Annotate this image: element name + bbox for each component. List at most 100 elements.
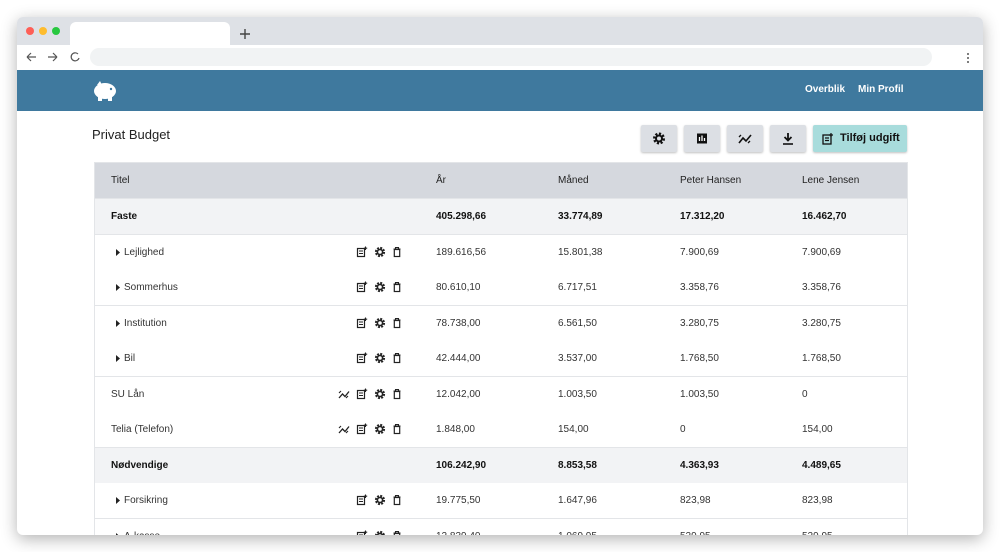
row-action[interactable]	[356, 388, 368, 400]
expand-caret[interactable]	[116, 532, 121, 536]
amount: 1.003,50	[680, 388, 719, 400]
column-header: Titel	[111, 175, 130, 186]
download-button[interactable]	[770, 125, 806, 152]
trend-button[interactable]	[727, 125, 763, 152]
row-action[interactable]	[391, 317, 403, 329]
nav-buttons[interactable]	[25, 51, 85, 63]
row-action[interactable]	[391, 246, 403, 258]
amount: 19.775,50	[436, 495, 481, 506]
amount: 3.280,75	[680, 317, 719, 329]
item-row: SU Lån 12.042,00 1.003,50 1.003,50 0	[95, 376, 907, 413]
amount: 6.717,51	[558, 282, 597, 293]
new-tab[interactable]	[239, 28, 251, 40]
tab[interactable]	[70, 22, 230, 45]
item-row: Institution 78.738,00 6.561,50 3.280,75 3.28…	[95, 305, 907, 342]
logo[interactable]	[91, 78, 119, 102]
page-title: Privat Budget	[92, 127, 171, 142]
amount: 1.003,50	[558, 388, 597, 400]
group-row: Nødvendige 106.242,90 8.853,58 4.363,93 4.48…	[95, 447, 907, 484]
amount: 3.280,75	[802, 317, 841, 329]
expand-caret[interactable]	[116, 355, 121, 362]
amount: 3.358,76	[802, 282, 841, 293]
row-action[interactable]	[391, 281, 403, 293]
amount: 823,98	[802, 495, 833, 506]
item-row: Forsikring 19.775,50 1.647,96 823,98 823,98	[95, 483, 907, 519]
amount: 16.462,70	[802, 211, 847, 222]
amount: 12.042,00	[436, 388, 481, 400]
column-header: Måned	[558, 175, 589, 186]
amount: 7.900,69	[802, 246, 841, 258]
row-action[interactable]	[356, 246, 368, 258]
row-title: Forsikring	[124, 495, 168, 506]
amount: 1.768,50	[802, 353, 841, 364]
row-action[interactable]	[391, 388, 403, 400]
row-action[interactable]	[374, 423, 386, 435]
amount: 15.801,38	[558, 246, 603, 258]
amount: 3.537,00	[558, 353, 597, 364]
group-row: Faste 405.298,66 33.774,89 17.312,20 16.462,…	[95, 199, 907, 235]
amount: 529,95	[680, 531, 711, 536]
row-action[interactable]	[374, 281, 386, 293]
add-expense-button[interactable]: Tilføj udgift	[813, 125, 907, 152]
budget-table: Titel År Måned Peter Hansen Lene Jensen Faste…	[94, 162, 908, 535]
expand-caret[interactable]	[116, 248, 121, 256]
amount: 4.489,65	[802, 459, 841, 471]
amount: 154,00	[558, 424, 589, 435]
amount: 12.839,40	[436, 531, 481, 536]
column-header: Peter Hansen	[680, 175, 742, 186]
row-title: Telia (Telefon)	[111, 424, 174, 435]
row-title: A-kasse	[124, 531, 160, 536]
zoom-dot[interactable]	[52, 27, 60, 35]
expand-caret[interactable]	[116, 284, 121, 291]
amount: 0	[680, 424, 686, 435]
chart-button[interactable]	[684, 125, 720, 152]
row-action[interactable]	[338, 388, 350, 400]
expand-caret[interactable]	[116, 319, 121, 327]
amount: 3.358,76	[680, 282, 719, 293]
address-bar[interactable]	[90, 48, 932, 66]
row-action[interactable]	[391, 494, 403, 506]
row-action[interactable]	[356, 494, 368, 506]
row-title: Bil	[124, 353, 136, 364]
row-action[interactable]	[391, 352, 403, 364]
row-action[interactable]	[356, 352, 368, 364]
amount: 8.853,58	[558, 459, 597, 471]
item-row: A-kasse 12.839,40 1.069,95 529,95 529,95	[95, 518, 907, 536]
row-action[interactable]	[374, 317, 386, 329]
row-action[interactable]	[356, 317, 368, 329]
amount: 42.444,00	[436, 353, 481, 364]
row-action[interactable]	[391, 423, 403, 435]
row-action[interactable]	[374, 494, 386, 506]
amount: 1.768,50	[680, 353, 719, 364]
row-action[interactable]	[374, 530, 386, 536]
amount: 6.561,50	[558, 317, 597, 329]
row-title: Nødvendige	[111, 459, 169, 471]
row-action[interactable]	[356, 530, 368, 536]
row-action[interactable]	[374, 352, 386, 364]
row-action[interactable]	[391, 530, 403, 536]
amount: 106.242,90	[436, 459, 487, 471]
amount: 33.774,89	[558, 211, 603, 222]
item-row: Telia (Telefon) 1.848,00 154,00 0 154,00	[95, 412, 907, 448]
nav-link[interactable]: Overblik	[805, 84, 846, 95]
amount: 405.298,66	[436, 211, 487, 222]
row-action[interactable]	[374, 388, 386, 400]
close-dot[interactable]	[26, 27, 34, 35]
amount: 823,98	[680, 495, 711, 506]
settings-button[interactable]	[641, 125, 677, 152]
menu[interactable]	[966, 52, 970, 64]
row-action[interactable]	[338, 423, 350, 435]
amount: 7.900,69	[680, 246, 719, 258]
minimize-dot[interactable]	[39, 27, 47, 35]
row-action[interactable]	[356, 423, 368, 435]
amount: 0	[802, 388, 808, 400]
amount: 1.069,95	[558, 531, 597, 536]
nav-link[interactable]: Min Profil	[858, 84, 904, 95]
row-action[interactable]	[356, 281, 368, 293]
row-title: Sommerhus	[124, 282, 178, 293]
row-title: Faste	[111, 211, 138, 222]
column-header: Lene Jensen	[802, 175, 860, 186]
row-action[interactable]	[374, 246, 386, 258]
expand-caret[interactable]	[116, 497, 121, 504]
